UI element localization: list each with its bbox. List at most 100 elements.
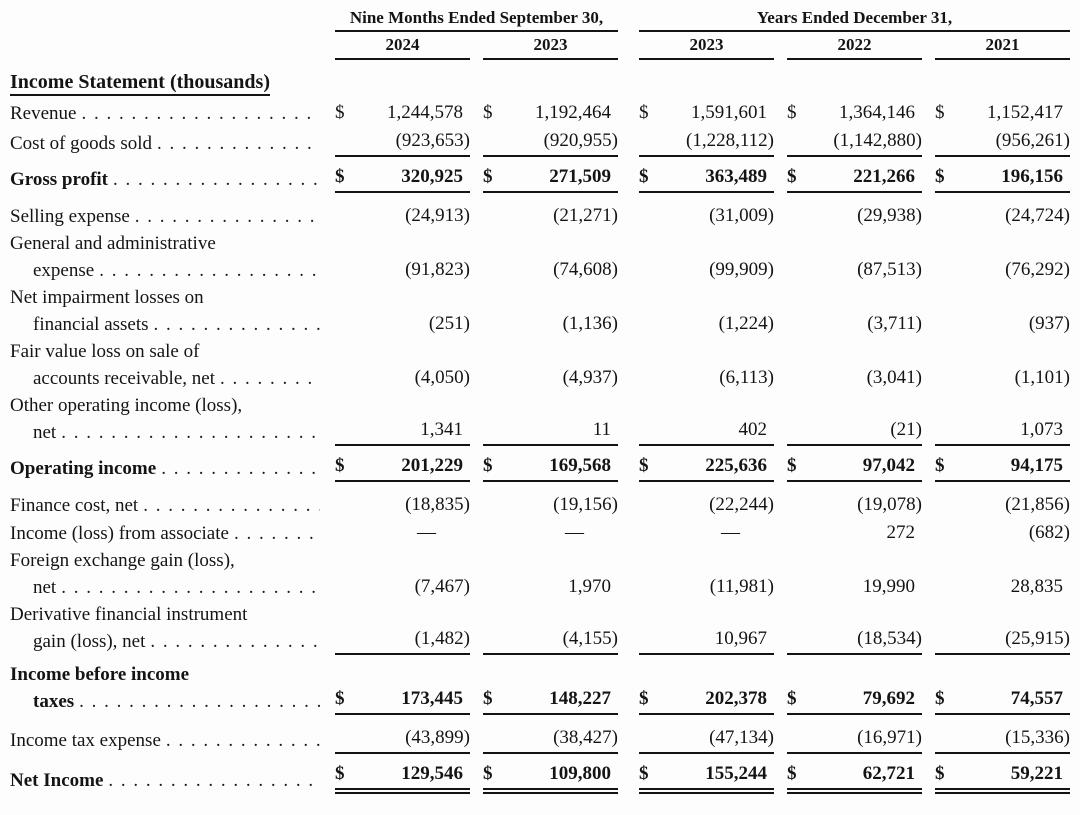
value-cell: (3,711) — [787, 310, 922, 338]
cell-value: (74,608) — [553, 259, 618, 280]
cell-value: (87,513) — [857, 259, 922, 280]
dot-leader: . . . . . . . . . . . . . . . . . . . . … — [161, 458, 320, 479]
cell-value: (956,261) — [995, 130, 1070, 151]
cell-value: 62,721 — [862, 763, 915, 784]
dot-leader: . . . . . . . . . . . . . . . . . . . . … — [143, 495, 320, 516]
cell-value: (99,909) — [709, 259, 774, 280]
dot-leader: . . . . . . . . . . . . . . . . . . . . … — [99, 260, 320, 281]
value-cell: $363,489 — [639, 163, 774, 193]
cell-value: — — [417, 522, 436, 543]
table-row: Derivative financial instrument gain (los… — [10, 601, 1070, 655]
table-row: Foreign exchange gain (loss), net. . . . … — [10, 547, 1065, 601]
value-cell: $1,364,146 — [787, 99, 922, 127]
value-cell: (74,608) — [483, 256, 618, 284]
value-cell: — — [639, 519, 774, 547]
value-cell: (251) — [335, 310, 470, 338]
value-cell: $1,591,601 — [639, 99, 774, 127]
row-label-continuation: expense — [33, 260, 95, 281]
dot-leader: . . . . . . . . . . . . . . . . . . . . … — [165, 730, 320, 751]
cell-value: (24,724) — [1005, 205, 1070, 226]
value-cell: (19,078) — [787, 491, 922, 519]
cell-value: 225,636 — [705, 455, 767, 476]
row-label: Operating income — [10, 458, 157, 479]
cell-value: 28,835 — [1010, 576, 1063, 597]
cell-value: (3,041) — [866, 367, 922, 388]
dot-leader: . . . . . . . . . . . . . . . . . . . . … — [81, 103, 320, 124]
row-label-continuation: financial assets — [33, 314, 149, 335]
value-cell: (1,228,112) — [639, 127, 774, 157]
table-row: Finance cost, net. . . . . . . . . . . .… — [10, 491, 1070, 519]
value-cell: (21,271) — [483, 202, 618, 230]
table-row: Fair value loss on sale of accounts recei… — [10, 338, 1070, 392]
value-cell: $1,152,417 — [935, 99, 1070, 127]
cell-value: (1,101) — [1014, 367, 1070, 388]
row-label-column: Foreign exchange gain (loss), net. . . . … — [10, 547, 322, 601]
row-label: General and administrative — [10, 233, 216, 254]
row-label: Income before income — [10, 664, 190, 685]
value-cell: 11 — [483, 416, 618, 446]
cell-value: 11 — [592, 419, 611, 440]
year-column-header: 2024 — [335, 35, 470, 60]
column-group-years-ended: Years Ended December 31, — [639, 8, 1070, 32]
dollar-sign: $ — [935, 166, 945, 187]
cell-value: (76,292) — [1005, 259, 1070, 280]
value-cell: (920,955) — [483, 127, 618, 157]
value-cell: (38,427) — [483, 724, 618, 754]
row-label-column: Cost of goods sold. . . . . . . . . . . … — [10, 130, 322, 157]
value-cell: (25,915) — [935, 625, 1070, 655]
value-cell: (47,134) — [639, 724, 774, 754]
value-cell: $202,378 — [639, 685, 774, 715]
dot-leader: . . . . . . . . . . . . . . . . . . . . … — [61, 422, 320, 443]
value-cell: (1,142,880) — [787, 127, 922, 157]
table-row: Cost of goods sold. . . . . . . . . . . … — [10, 127, 1070, 157]
dollar-sign: $ — [335, 763, 345, 784]
value-cell: (6,113) — [639, 364, 774, 392]
cell-value: 148,227 — [549, 688, 611, 709]
cell-value: (43,899) — [405, 727, 470, 748]
value-cell: $221,266 — [787, 163, 922, 193]
value-cell: (18,835) — [335, 491, 470, 519]
value-cell: $225,636 — [639, 452, 774, 482]
value-cell: $201,229 — [335, 452, 470, 482]
cell-value: (19,156) — [553, 494, 618, 515]
cell-value: (1,142,880) — [833, 130, 922, 151]
value-cell: 272 — [787, 519, 922, 547]
dot-leader: . . . . . . . . . . . . . . . . . . . . … — [157, 133, 320, 154]
dot-leader: . . . . . . . . . . . . . . . . . . . . … — [153, 314, 320, 335]
dollar-sign: $ — [335, 455, 345, 476]
value-cell: (1,224) — [639, 310, 774, 338]
row-label-column: Derivative financial instrument gain (los… — [10, 601, 322, 655]
cell-value: (47,134) — [709, 727, 774, 748]
row-label-column: Operating income. . . . . . . . . . . . … — [10, 455, 322, 482]
value-cell: (4,050) — [335, 364, 470, 392]
row-label-column: Income (loss) from associate. . . . . . … — [10, 520, 322, 547]
cell-value: 1,073 — [1020, 419, 1063, 440]
value-cell: (7,467) — [335, 573, 470, 601]
cell-value: 129,546 — [401, 763, 463, 784]
cell-value: 363,489 — [705, 166, 767, 187]
cell-value: (19,078) — [857, 494, 922, 515]
value-cell: (24,913) — [335, 202, 470, 230]
value-cell: — — [335, 519, 470, 547]
cell-value: 59,221 — [1010, 763, 1063, 784]
cell-value: (3,711) — [867, 313, 922, 334]
dollar-sign: $ — [639, 688, 649, 709]
year-column-header: 2023 — [483, 35, 618, 60]
value-cell: (21,856) — [935, 491, 1070, 519]
cell-value: (21) — [890, 419, 922, 440]
value-cell: 28,835 — [935, 573, 1070, 601]
value-cell: (3,041) — [787, 364, 922, 392]
cell-value: 169,568 — [549, 455, 611, 476]
cell-value: (11,981) — [709, 576, 774, 597]
dollar-sign: $ — [335, 102, 345, 123]
value-cell: $59,221 — [935, 760, 1070, 794]
value-cell: $74,557 — [935, 685, 1070, 715]
dollar-sign: $ — [935, 763, 945, 784]
cell-value: 1,341 — [420, 419, 463, 440]
value-cell: (99,909) — [639, 256, 774, 284]
dollar-sign: $ — [483, 688, 493, 709]
dot-leader: . . . . . . . . . . . . . . . . . . . . … — [61, 577, 320, 598]
column-group-nine-months: Nine Months Ended September 30, — [335, 8, 618, 32]
value-cell: 1,073 — [935, 416, 1070, 446]
cell-value: (4,050) — [414, 367, 470, 388]
